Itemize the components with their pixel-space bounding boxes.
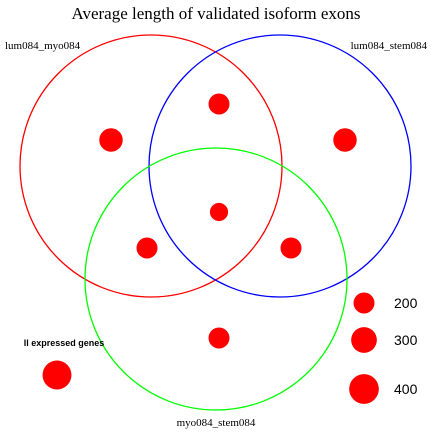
size-legend-label-200: 200 [394, 295, 418, 311]
chart-title: Average length of validated isoform exon… [71, 4, 360, 23]
region-bubble-lum084-myo084-lum084-stem084-myo084-stem084 [209, 202, 229, 222]
region-bubbles [99, 93, 357, 349]
all-expressed-label: ll expressed genes [24, 338, 105, 348]
set-label-lum084-stem084: lum084_stem084 [351, 40, 428, 52]
set-circle-myo084-stem084 [84, 147, 348, 411]
size-legend: 200 300 400 [349, 292, 418, 404]
size-legend-label-300: 300 [394, 332, 418, 348]
set-circle-lum084-stem084 [148, 34, 412, 298]
size-legend-bubble-400 [349, 374, 379, 404]
set-label-lum084-myo084: lum084_myo084 [5, 40, 81, 52]
region-bubble-lum084-myo084 [99, 128, 123, 152]
all-expressed-bubble [42, 360, 72, 390]
size-legend-bubble-200 [353, 292, 375, 314]
size-legend-bubble-300 [351, 327, 377, 353]
region-bubble-lum084-stem084-myo084-stem084 [280, 237, 302, 259]
region-bubble-lum084-myo084-lum084-stem084 [208, 93, 230, 115]
region-bubble-myo084-stem084 [208, 327, 230, 349]
size-legend-label-400: 400 [394, 381, 418, 397]
region-bubble-lum084-stem084 [333, 128, 357, 152]
set-label-myo084-stem084: myo084_stem084 [177, 417, 256, 429]
region-bubble-lum084-myo084-myo084-stem084 [136, 237, 158, 259]
